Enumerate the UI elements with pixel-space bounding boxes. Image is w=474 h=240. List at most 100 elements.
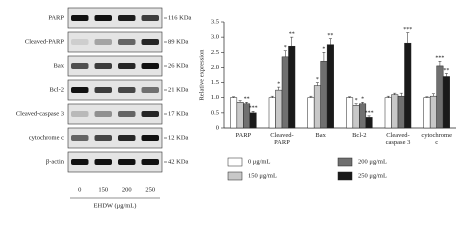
size-label: 42 KDa <box>168 158 189 165</box>
significance: ** <box>327 33 333 39</box>
bar <box>442 76 450 129</box>
band <box>118 135 136 141</box>
significance: *** <box>365 110 374 116</box>
band <box>141 15 159 21</box>
protein-label: PARP <box>48 14 64 21</box>
error-bar <box>425 96 429 98</box>
error-bar <box>283 50 287 57</box>
error-bar <box>431 93 435 97</box>
error-bar <box>399 92 403 97</box>
bar <box>423 97 431 129</box>
error-bar <box>361 102 365 104</box>
y-axis-label: Relative expression <box>198 49 205 101</box>
size-label: 89 KDa <box>168 38 189 45</box>
band <box>71 63 89 69</box>
band <box>94 135 112 141</box>
protein-label: β-actin <box>46 158 65 165</box>
significance: *** <box>403 27 412 33</box>
bar <box>275 89 283 129</box>
x-tick-label: Cleaved-PARP <box>270 132 294 146</box>
y-tick-label: 3.5 <box>211 18 219 25</box>
x-tick-label: Cleaved-caspase 3 <box>385 132 411 146</box>
bar <box>346 97 354 129</box>
band <box>141 159 159 165</box>
error-bar <box>290 36 294 47</box>
y-tick-label: 1.5 <box>211 79 219 86</box>
bar <box>236 102 244 129</box>
y-tick-label: 2.5 <box>211 49 219 56</box>
band <box>94 159 112 165</box>
error-bar <box>438 61 442 66</box>
band <box>118 111 136 117</box>
protein-label: Bcl-2 <box>50 86 64 93</box>
band <box>141 87 159 93</box>
error-bar <box>245 102 249 104</box>
band <box>118 15 136 21</box>
significance: ** <box>289 32 295 38</box>
error-bar <box>393 92 397 95</box>
error-bar <box>348 96 352 98</box>
error-bar <box>315 82 319 86</box>
blot-frame <box>67 55 163 77</box>
band <box>71 87 89 93</box>
significance: * <box>277 81 280 87</box>
error-bar <box>386 95 390 98</box>
bar <box>365 117 373 129</box>
legend-label: 150 μg/mL <box>248 172 277 179</box>
bar <box>268 97 276 129</box>
bar <box>288 45 296 129</box>
legend-label: 250 μg/mL <box>358 172 387 179</box>
significance: * <box>361 97 364 103</box>
band <box>71 135 89 141</box>
protein-label: cytochrome c <box>29 134 64 141</box>
error-bar <box>232 96 236 98</box>
size-label: 17 KDa <box>168 110 189 117</box>
legend-swatch <box>227 157 243 167</box>
bar <box>404 42 412 129</box>
significance: * <box>284 45 287 51</box>
blot-frame <box>67 31 163 53</box>
bar <box>352 105 360 129</box>
bar <box>326 44 334 129</box>
band <box>118 39 136 45</box>
size-label: 116 KDa <box>168 14 192 21</box>
canvas: EHDW (μg/mL) PARP 116 KDa Cleaved-PARP 89 K… <box>16 7 456 209</box>
lane-label: 200 <box>122 186 132 193</box>
legend-label: 0 μg/mL <box>248 158 270 165</box>
significance: ** <box>244 97 250 103</box>
band <box>118 159 136 165</box>
size-label: 21 KDa <box>168 86 189 93</box>
legend-label: 200 μg/mL <box>358 158 387 165</box>
legend-swatch <box>337 157 353 167</box>
band <box>118 63 136 69</box>
lane-label: 150 <box>98 186 108 193</box>
significance: * <box>322 47 325 53</box>
band <box>141 135 159 141</box>
band <box>141 63 159 69</box>
protein-label: Bax <box>54 62 65 69</box>
significance: *** <box>435 56 444 62</box>
band <box>94 63 112 69</box>
protein-label: Cleaved-caspase 3 <box>16 110 64 117</box>
bar <box>249 112 257 129</box>
error-bar <box>406 32 410 44</box>
error-bar <box>270 95 274 98</box>
y-tick-label: 2.0 <box>211 64 219 71</box>
error-bar <box>277 86 281 91</box>
band <box>94 87 112 93</box>
band <box>71 111 89 117</box>
band <box>94 111 112 117</box>
error-bar <box>367 115 371 118</box>
y-tick-label: 0.5 <box>211 109 219 116</box>
lane-label: 250 <box>145 186 155 193</box>
significance: * <box>316 77 319 83</box>
size-label: 12 KDa <box>168 134 189 141</box>
x-tick-label: PARP <box>235 132 252 139</box>
y-tick-label: 0 <box>216 124 219 131</box>
blot-frame <box>67 7 163 29</box>
blot-frame <box>67 103 163 125</box>
blot-frame <box>67 79 163 101</box>
bar <box>384 97 392 129</box>
bar <box>429 95 437 129</box>
band <box>71 159 89 165</box>
